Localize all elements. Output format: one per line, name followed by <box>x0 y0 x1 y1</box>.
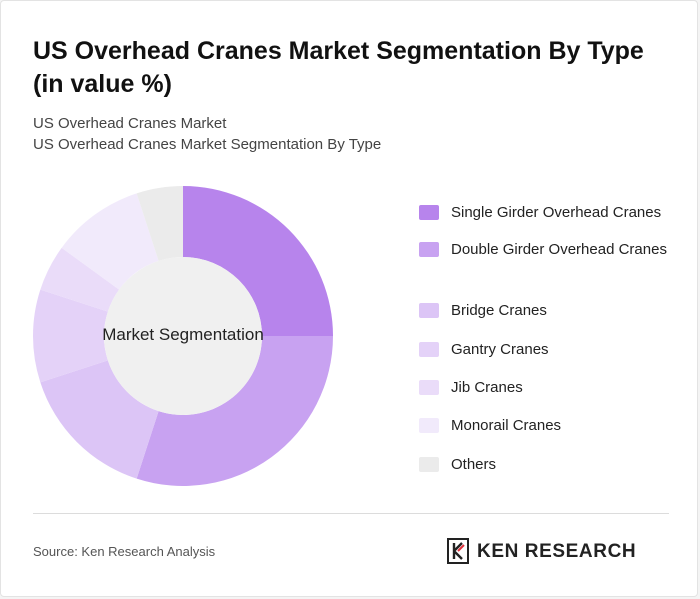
legend-label: Gantry Cranes <box>451 341 549 358</box>
donut-slice-bridge-cranes <box>40 360 159 479</box>
legend-swatch <box>419 342 439 357</box>
legend-swatch <box>419 418 439 433</box>
legend-label: Single Girder Overhead Cranes <box>451 204 662 221</box>
donut-slice-gantry-cranes <box>32 289 108 383</box>
chart-title: US Overhead Cranes Market Segmentation B… <box>33 37 644 98</box>
source-note: Source: Ken Research Analysis <box>33 544 216 559</box>
legend-label: Others <box>451 456 497 473</box>
legend-label: Double Girder Overhead Cranes <box>451 241 667 258</box>
donut-hole <box>104 257 262 415</box>
donut-slice-double-girder-overhead-cranes <box>136 336 333 486</box>
footer-divider <box>33 513 669 514</box>
legend-swatch <box>419 380 439 395</box>
legend-swatch <box>419 242 439 257</box>
legend-swatch <box>419 457 439 472</box>
donut-slice-jib-cranes <box>40 247 120 312</box>
donut-slice-single-girder-overhead-cranes <box>183 186 333 336</box>
brand-name: KEN RESEARCH <box>477 541 637 562</box>
donut-slice-monorail-cranes <box>61 193 159 290</box>
donut-slice-others <box>136 186 183 261</box>
legend-label: Monorail Cranes <box>451 417 562 434</box>
legend-swatch <box>419 303 439 318</box>
legend-label: Bridge Cranes <box>451 302 547 319</box>
ken-research-logo: KEN RESEARCH <box>447 536 671 566</box>
chart-subtitle-segmentation: US Overhead Cranes Market Segmentation B… <box>33 136 382 153</box>
ken-research-logo-icon <box>447 538 469 564</box>
donut-center-label: Market Segmentation <box>102 325 264 344</box>
legend-swatch <box>419 205 439 220</box>
chart-subtitle-market: US Overhead Cranes Market <box>33 115 227 132</box>
legend-label: Jib Cranes <box>451 379 523 396</box>
donut-chart <box>32 186 333 486</box>
